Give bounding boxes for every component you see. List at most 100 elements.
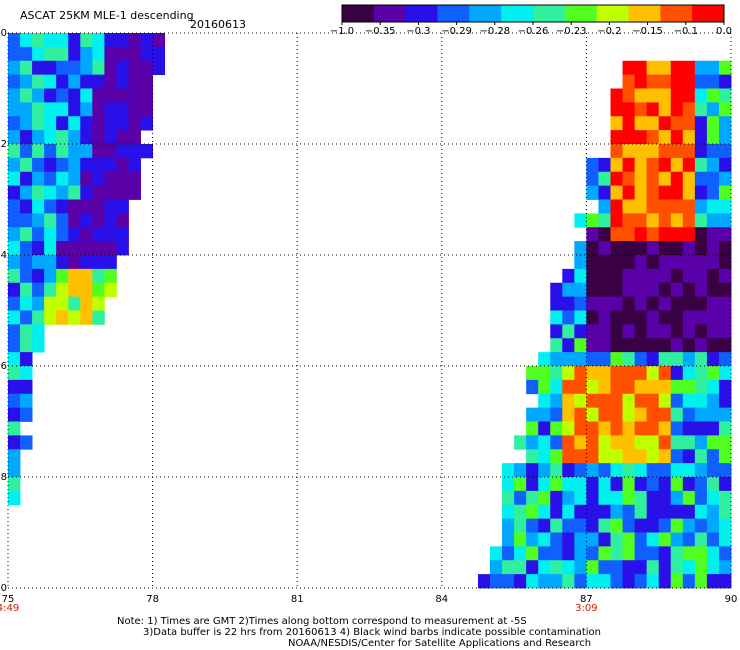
heatmap-cell bbox=[526, 435, 539, 450]
heatmap-cell bbox=[116, 130, 129, 145]
heatmap-cell bbox=[32, 213, 45, 228]
heatmap-cell bbox=[8, 407, 21, 422]
heatmap-cell bbox=[44, 185, 57, 200]
heatmap-cell bbox=[658, 477, 672, 492]
heatmap-cell bbox=[670, 74, 684, 89]
heatmap-cell bbox=[574, 310, 587, 325]
heatmap-cell bbox=[622, 60, 635, 76]
heatmap-cell bbox=[682, 144, 696, 159]
heatmap-cell bbox=[116, 157, 129, 173]
heatmap-cell bbox=[8, 144, 21, 159]
heatmap-cell bbox=[610, 227, 623, 242]
heatmap-cell bbox=[646, 60, 660, 76]
heatmap-cell bbox=[706, 199, 720, 214]
colorbar-tick-label: −0.28 bbox=[479, 26, 511, 37]
heatmap-cell bbox=[670, 199, 684, 214]
heatmap-cell bbox=[56, 116, 69, 131]
heatmap-cell bbox=[718, 199, 732, 214]
heatmap-cell bbox=[694, 268, 708, 284]
heatmap-cell bbox=[586, 463, 599, 478]
heatmap-cell bbox=[610, 560, 623, 575]
heatmap-cell bbox=[598, 255, 611, 270]
heatmap-cell bbox=[658, 157, 672, 173]
heatmap-cell bbox=[610, 255, 623, 270]
heatmap-cell bbox=[598, 352, 611, 367]
heatmap-cell bbox=[44, 144, 57, 159]
heatmap-cell bbox=[694, 185, 708, 200]
heatmap-cell bbox=[706, 560, 720, 575]
heatmap-cell bbox=[682, 130, 696, 145]
y-tick-label: 0 bbox=[1, 28, 7, 39]
heatmap-cell bbox=[634, 227, 648, 242]
heatmap-cell bbox=[526, 574, 539, 589]
heatmap-cell bbox=[610, 296, 623, 311]
heatmap-cell bbox=[32, 296, 45, 311]
heatmap-cell bbox=[682, 102, 696, 117]
heatmap-cell bbox=[694, 518, 708, 533]
heatmap-cell bbox=[646, 88, 660, 103]
heatmap-cell bbox=[634, 560, 648, 575]
chart-date: 20160613 bbox=[190, 18, 246, 31]
heatmap-cell bbox=[104, 268, 117, 284]
heatmap-cell bbox=[56, 88, 69, 103]
heatmap-cell bbox=[92, 130, 105, 145]
heatmap-cell bbox=[116, 60, 129, 76]
heatmap-cell bbox=[32, 324, 45, 339]
heatmap-cell bbox=[682, 490, 696, 506]
heatmap-cell bbox=[68, 213, 81, 228]
heatmap-cell bbox=[598, 435, 611, 450]
heatmap-cell bbox=[670, 213, 684, 228]
heatmap-cell bbox=[562, 449, 575, 464]
heatmap-cell bbox=[104, 227, 117, 242]
heatmap-cell bbox=[550, 393, 563, 409]
heatmap-cell bbox=[92, 296, 105, 311]
heatmap-cell bbox=[718, 74, 732, 89]
colorbar-segment bbox=[501, 5, 534, 22]
heatmap-cell bbox=[634, 255, 648, 270]
heatmap-cell bbox=[706, 282, 720, 298]
heatmap-cell bbox=[44, 199, 57, 214]
heatmap-cell bbox=[610, 352, 623, 367]
heatmap-cell bbox=[718, 185, 732, 200]
heatmap-cell bbox=[670, 116, 684, 131]
time-label: 3:09 bbox=[575, 603, 597, 614]
heatmap-cell bbox=[44, 227, 57, 242]
heatmap-cell bbox=[68, 102, 81, 117]
heatmap-cell bbox=[718, 574, 732, 589]
heatmap-cell bbox=[562, 532, 575, 547]
heatmap-cell bbox=[706, 463, 720, 478]
heatmap-cell bbox=[562, 463, 575, 478]
heatmap-cell bbox=[562, 435, 575, 450]
heatmap-cell bbox=[526, 449, 539, 464]
heatmap-cell bbox=[598, 560, 611, 575]
heatmap-cell bbox=[610, 116, 623, 131]
heatmap-cell bbox=[562, 421, 575, 436]
heatmap-cell bbox=[658, 324, 672, 339]
heatmap-cell bbox=[598, 227, 611, 242]
heatmap-cell bbox=[658, 102, 672, 117]
heatmap-cell bbox=[32, 102, 45, 117]
heatmap-cell bbox=[116, 144, 129, 159]
heatmap-cell bbox=[598, 421, 611, 436]
heatmap-cell bbox=[682, 435, 696, 450]
heatmap-cell bbox=[140, 116, 153, 131]
heatmap-cell bbox=[104, 171, 117, 187]
heatmap-cell bbox=[718, 504, 732, 520]
heatmap-cell bbox=[694, 282, 708, 298]
heatmap-cell bbox=[718, 88, 732, 103]
heatmap-cell bbox=[670, 255, 684, 270]
heatmap-cell bbox=[646, 310, 660, 325]
heatmap-cell bbox=[634, 366, 648, 381]
heatmap-cell bbox=[610, 213, 623, 228]
heatmap-cell bbox=[682, 379, 696, 395]
heatmap-cell bbox=[718, 130, 732, 145]
heatmap-cell bbox=[550, 574, 563, 589]
heatmap-cell bbox=[694, 407, 708, 422]
heatmap-cell bbox=[104, 116, 117, 131]
heatmap-cell bbox=[658, 171, 672, 187]
heatmap-cell bbox=[586, 532, 599, 547]
heatmap-cell bbox=[694, 116, 708, 131]
colorbar-segment bbox=[533, 5, 566, 22]
heatmap-cell bbox=[658, 518, 672, 533]
heatmap-cell bbox=[562, 324, 575, 339]
